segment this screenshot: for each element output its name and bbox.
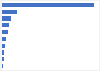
Bar	[2, 30, 7, 34]
Bar	[2, 3, 94, 7]
Bar	[2, 37, 6, 41]
Bar	[2, 57, 4, 61]
Bar	[2, 50, 4, 55]
Bar	[2, 23, 9, 27]
Bar	[2, 10, 17, 14]
Bar	[2, 44, 5, 48]
Bar	[2, 64, 3, 68]
Bar	[2, 16, 11, 21]
